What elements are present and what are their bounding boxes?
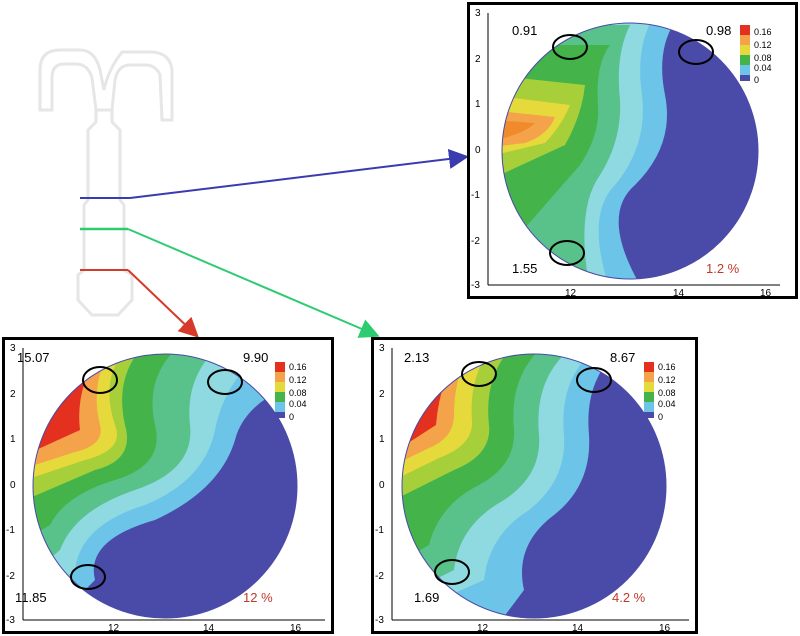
marker-ellipse: [82, 366, 118, 394]
x-tick: 16: [659, 623, 671, 631]
y-tick: 2: [10, 389, 16, 400]
y-tick: -3: [471, 280, 480, 291]
y-tick: 2: [379, 389, 385, 400]
y-tick: 3: [475, 8, 481, 19]
colorbar-tick: 0.12: [658, 375, 676, 385]
colorbar-tick: 0.08: [754, 53, 772, 63]
colorbar-tick: 0.16: [754, 27, 772, 37]
marker-ellipse: [549, 240, 585, 266]
axes: 3 2 1 0 -1 -2 -3 12 14 16: [471, 8, 780, 296]
colorbar: 0.16 0.12 0.08 0.04 0: [644, 362, 676, 422]
percent-label: 12 %: [243, 590, 273, 605]
colorbar-tick: 0.16: [658, 362, 676, 372]
colorbar-tick: 0.04: [754, 63, 772, 73]
contour-field: [502, 23, 758, 279]
colorbar-tick: 0.04: [658, 399, 676, 409]
marker-value: 0.98: [706, 23, 731, 38]
axes: 3 2 1 0 -1 -2 -3 12 14 16: [375, 343, 689, 631]
x-tick: 12: [108, 623, 120, 631]
y-tick: 1: [10, 434, 16, 445]
y-tick: 0: [10, 480, 16, 491]
y-tick: -1: [471, 190, 480, 201]
arrow-blue: [129, 149, 469, 199]
colorbar-tick: 0: [289, 412, 294, 422]
colorbar: 0.16 0.12 0.08 0.04 0: [740, 25, 772, 85]
marker-value: 8.67: [610, 350, 635, 365]
colorbar-tick: 0.04: [289, 399, 307, 409]
contour-plot-top: 3 2 1 0 -1 -2 -3 12 14 16 0.16 0.12 0.08…: [471, 8, 780, 296]
colorbar-tick: 0.08: [289, 388, 307, 398]
y-tick: 3: [379, 343, 385, 354]
y-tick: -3: [6, 615, 15, 626]
y-tick: 1: [475, 99, 481, 110]
marker-value: 1.69: [414, 590, 439, 605]
y-tick: -2: [375, 571, 384, 582]
y-tick: 1: [379, 434, 385, 445]
y-tick: -1: [6, 525, 15, 536]
marker-ellipse: [678, 39, 714, 65]
colorbar-tick: 0.08: [658, 388, 676, 398]
axes: 3 2 1 0 -1 -2 -3 12 14 16: [6, 343, 325, 631]
marker-ellipse: [207, 369, 243, 395]
arrow-green: [127, 228, 380, 338]
x-tick: 14: [572, 623, 584, 631]
percent-label: 4.2 %: [612, 590, 646, 605]
x-tick: 12: [477, 623, 489, 631]
x-tick: 16: [290, 623, 302, 631]
y-tick: -3: [375, 615, 384, 626]
colorbar-tick: 0: [754, 75, 759, 85]
y-tick: -2: [6, 571, 15, 582]
y-tick: 0: [379, 480, 385, 491]
marker-ellipse: [70, 564, 106, 590]
reactor-outline: [38, 48, 174, 317]
contour-panel-bottom-left: 3 2 1 0 -1 -2 -3 12 14 16 0.16 0.12 0.08…: [2, 337, 334, 634]
y-tick: -2: [471, 236, 480, 247]
colorbar-tick: 0.12: [289, 375, 307, 385]
colorbar-tick: 0.12: [754, 40, 772, 50]
arrow-red: [127, 269, 199, 338]
percent-label: 1.2 %: [706, 261, 740, 276]
colorbar-tick: 0.16: [289, 362, 307, 372]
contour-panel-bottom-right: 3 2 1 0 -1 -2 -3 12 14 16 0.16 0.12 0.08…: [371, 337, 698, 634]
y-tick: 0: [475, 145, 481, 156]
x-tick: 14: [203, 623, 215, 631]
marker-ellipse: [461, 361, 497, 387]
marker-ellipse: [434, 559, 470, 585]
y-tick: 3: [10, 343, 16, 354]
contour-plot-bottom-left: 3 2 1 0 -1 -2 -3 12 14 16 0.16 0.12 0.08…: [6, 343, 325, 631]
colorbar-tick: 0: [658, 412, 663, 422]
x-tick: 12: [565, 288, 577, 296]
marker-ellipse: [576, 367, 612, 393]
contour-panel-top: 3 2 1 0 -1 -2 -3 12 14 16 0.16 0.12 0.08…: [467, 2, 798, 299]
marker-ellipse: [552, 34, 588, 60]
marker-value: 0.91: [512, 23, 537, 38]
marker-value: 15.07: [17, 350, 50, 365]
x-tick: 14: [673, 288, 685, 296]
y-tick: -1: [375, 525, 384, 536]
marker-value: 2.13: [404, 350, 429, 365]
colorbar: 0.16 0.12 0.08 0.04 0: [275, 362, 307, 422]
marker-value: 1.55: [512, 261, 537, 276]
contour-plot-bottom-right: 3 2 1 0 -1 -2 -3 12 14 16 0.16 0.12 0.08…: [375, 343, 689, 631]
marker-value: 9.90: [243, 350, 268, 365]
marker-value: 11.85: [15, 590, 47, 605]
x-tick: 16: [760, 288, 772, 296]
y-tick: 2: [475, 54, 481, 65]
